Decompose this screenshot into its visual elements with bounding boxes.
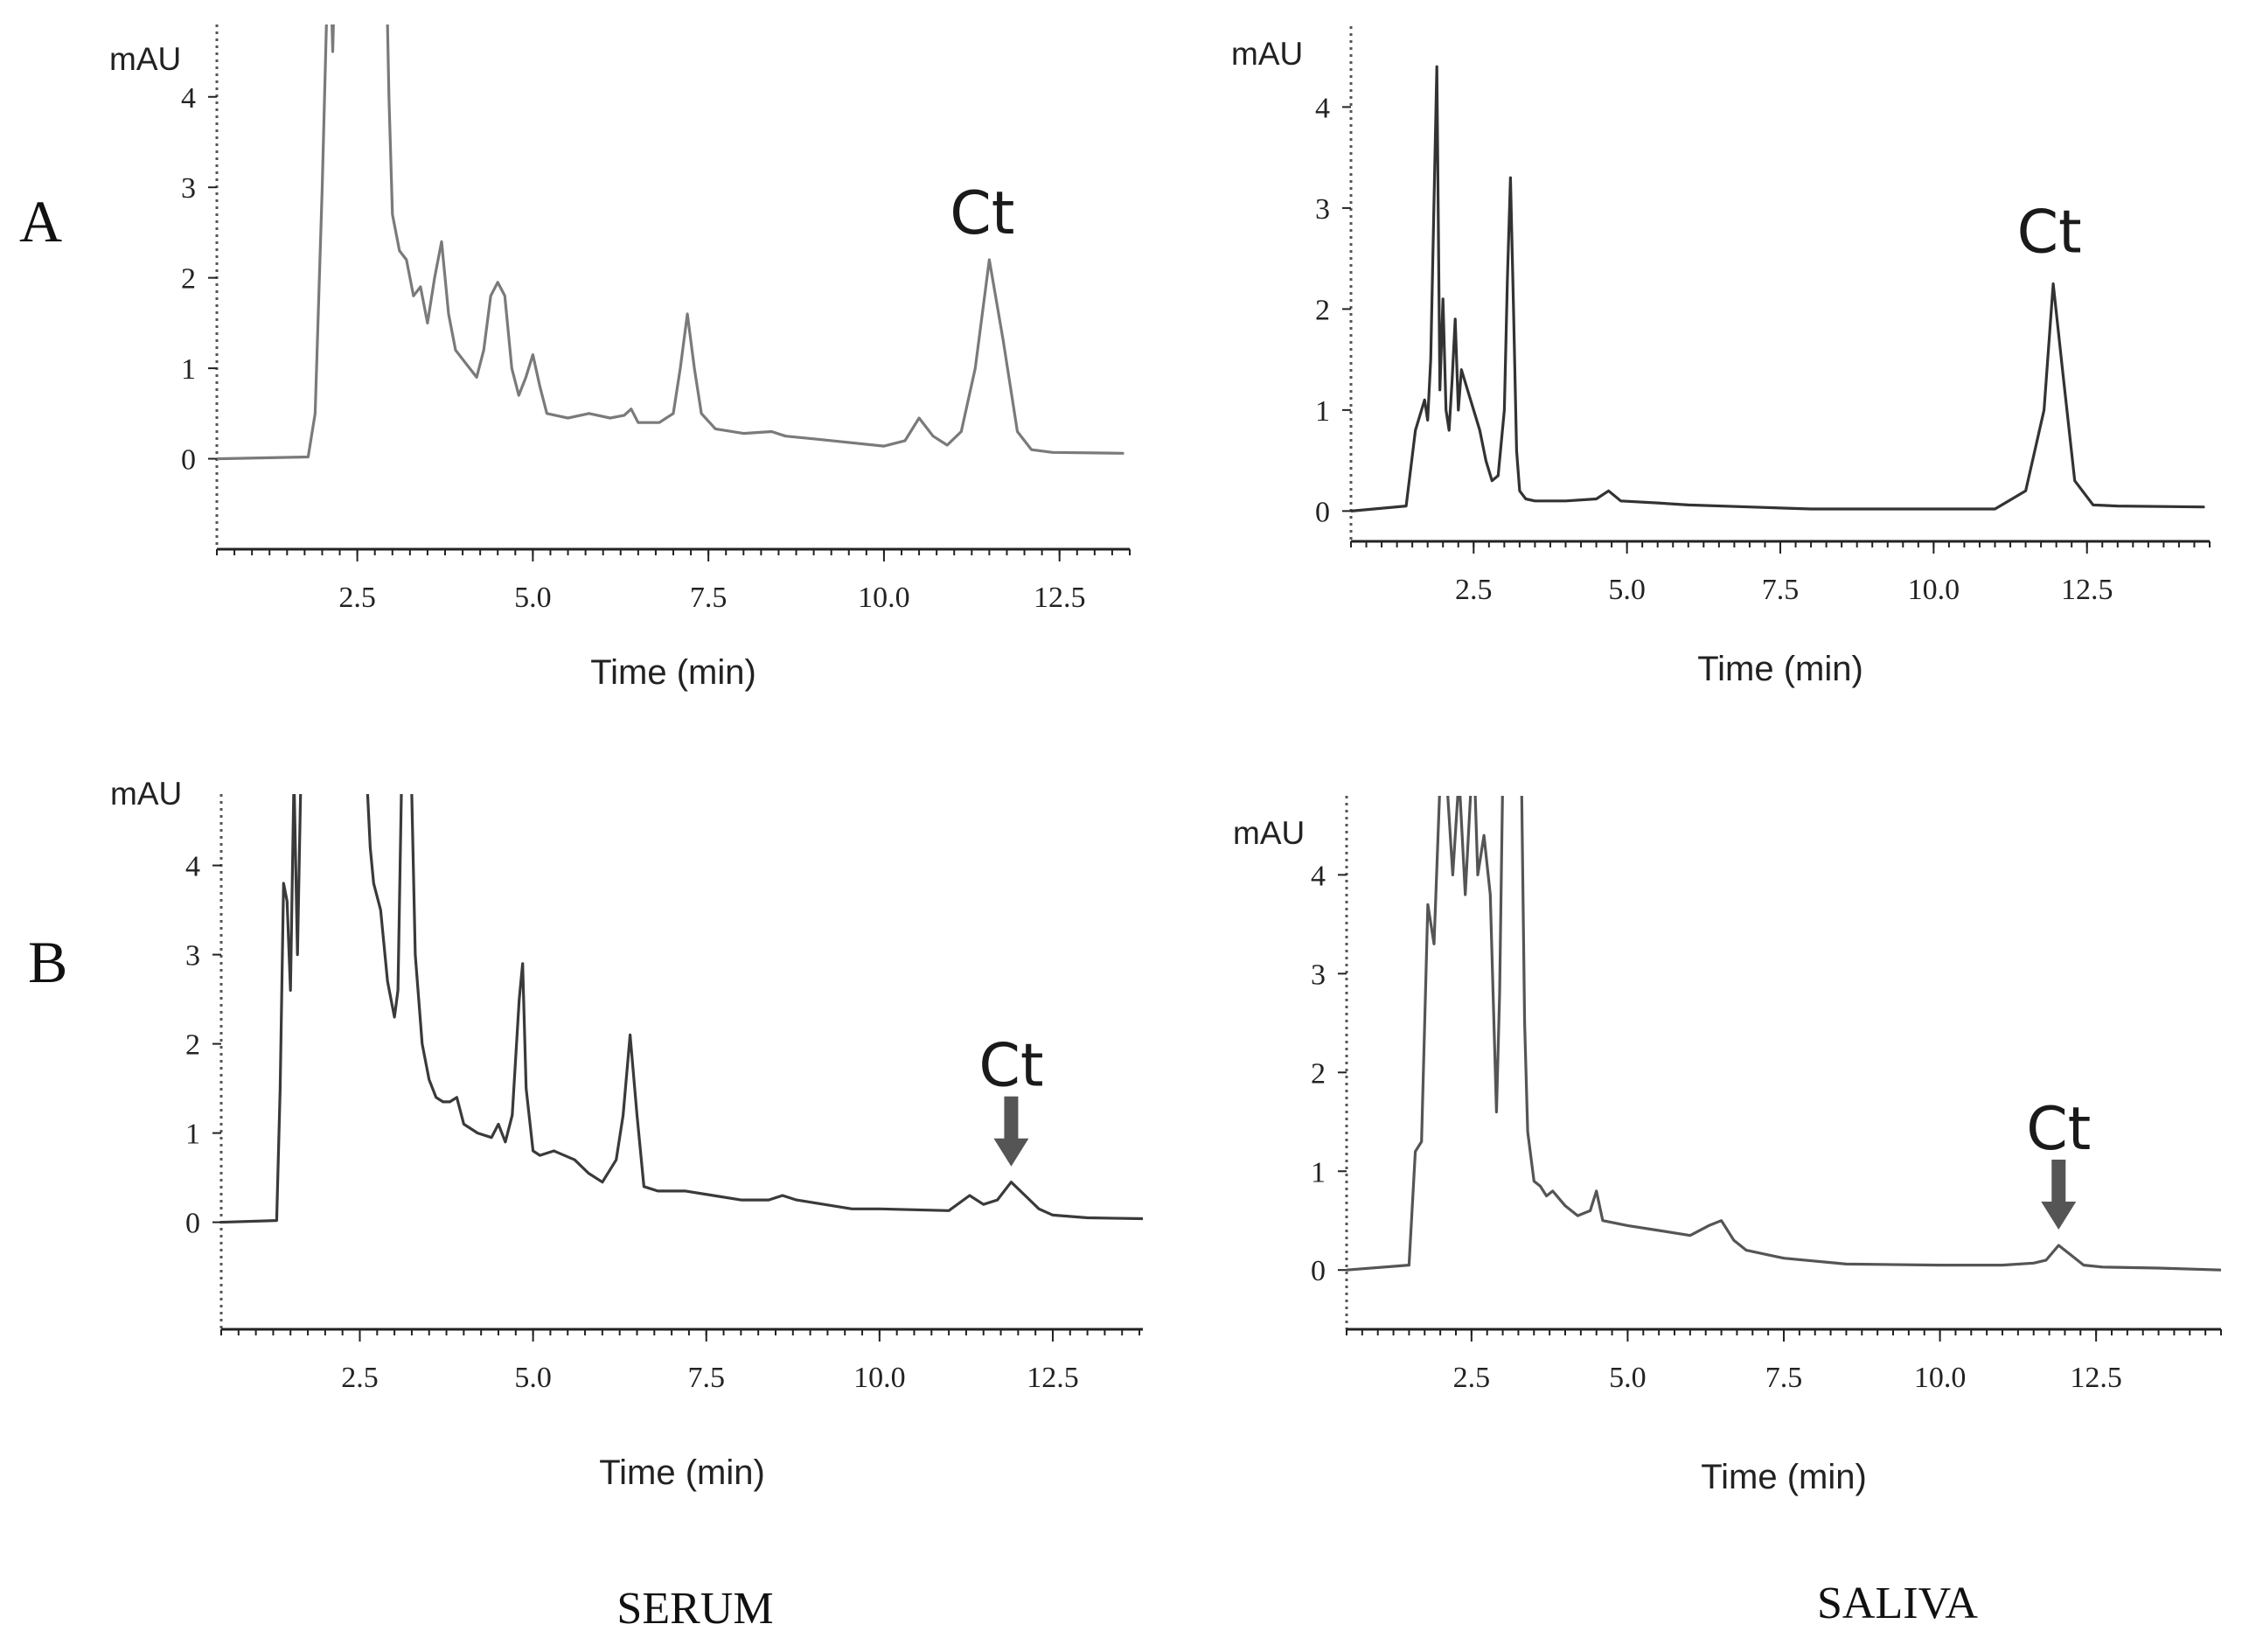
y-tick-label: 1 xyxy=(181,353,196,386)
x-tick-label: 7.5 xyxy=(1765,1362,1803,1394)
x-tick-label: 12.5 xyxy=(1027,1362,1079,1394)
y-tick-label: 2 xyxy=(181,263,196,296)
y-tick-label: 1 xyxy=(1315,395,1330,428)
row-label-b: B xyxy=(28,929,67,995)
y-tick-label: 3 xyxy=(181,172,196,205)
y-tick-label: 2 xyxy=(1311,1057,1326,1090)
y-tick-label: 1 xyxy=(185,1119,200,1151)
ct-arrow-head xyxy=(2041,1201,2077,1230)
x-tick-label: 2.5 xyxy=(338,582,376,614)
y-unit-label: mAU xyxy=(110,776,182,812)
x-tick-label: 10.0 xyxy=(1908,574,1960,606)
x-tick-label: 2.5 xyxy=(1455,574,1493,606)
y-tick-label: 0 xyxy=(181,444,196,477)
x-axis-label: Time (min) xyxy=(1697,650,1863,688)
x-tick-label: 7.5 xyxy=(687,1362,725,1394)
x-axis-label: Time (min) xyxy=(1701,1458,1867,1496)
y-tick-label: 0 xyxy=(1315,496,1330,528)
y-unit-label: mAU xyxy=(1233,815,1305,851)
x-tick-label: 12.5 xyxy=(2070,1362,2122,1394)
ct-peak-label: Ct xyxy=(978,1032,1043,1101)
x-tick-label: 10.0 xyxy=(858,582,910,614)
x-tick-label: 10.0 xyxy=(1914,1362,1967,1394)
ct-peak-label: Ct xyxy=(2017,199,2082,268)
ct-arrow-head xyxy=(993,1138,1029,1167)
ct-arrow xyxy=(993,1096,1029,1167)
y-unit-label: mAU xyxy=(1231,36,1303,72)
x-axis-label: Time (min) xyxy=(599,1453,765,1492)
x-tick-label: 7.5 xyxy=(690,582,728,614)
y-tick-label: 4 xyxy=(181,82,196,115)
y-tick-label: 3 xyxy=(1315,193,1330,226)
chromatogram-trace xyxy=(1347,796,2221,1272)
y-tick-label: 0 xyxy=(185,1208,200,1240)
x-tick-label: 5.0 xyxy=(1609,1362,1647,1394)
y-tick-label: 2 xyxy=(185,1029,200,1062)
x-tick-label: 12.5 xyxy=(1034,582,1086,614)
y-tick-label: 4 xyxy=(1315,92,1330,124)
chart-panel-a-saliva: 2.5 5.0 7.5 10.0 12.5 0 1 2 3 4 mAU Time (min) Ct xyxy=(1231,26,2211,688)
x-tick-label: 7.5 xyxy=(1762,574,1800,606)
chromatogram-trace xyxy=(217,24,1124,461)
x-tick-label: 2.5 xyxy=(341,1362,379,1394)
row-label-a: A xyxy=(19,188,62,254)
x-axis-label: Time (min) xyxy=(590,653,756,692)
y-tick-label: 3 xyxy=(185,940,200,972)
x-tick-label: 5.0 xyxy=(514,582,552,614)
x-tick-label: 12.5 xyxy=(2061,574,2113,606)
ct-arrow xyxy=(2041,1159,2077,1230)
ct-peak-label: Ct xyxy=(950,179,1014,248)
y-tick-label: 3 xyxy=(1311,958,1326,991)
ct-arrow-shaft xyxy=(2051,1159,2066,1205)
y-tick-label: 4 xyxy=(1311,860,1326,892)
column-label-serum: SERUM xyxy=(616,1584,773,1634)
x-tick-label: 5.0 xyxy=(514,1362,552,1394)
y-unit-label: mAU xyxy=(109,41,181,77)
chromatogram-trace xyxy=(1351,65,2205,513)
x-tick-label: 2.5 xyxy=(1453,1362,1491,1394)
x-tick-label: 5.0 xyxy=(1608,574,1646,606)
y-tick-label: 4 xyxy=(185,851,200,883)
ct-arrow-shaft xyxy=(1004,1096,1019,1142)
x-tick-label: 10.0 xyxy=(853,1362,906,1394)
y-tick-label: 0 xyxy=(1311,1255,1326,1287)
column-label-saliva: SALIVA xyxy=(1817,1579,1978,1628)
y-tick-label: 1 xyxy=(1311,1156,1326,1188)
chart-panel-b-serum: 2.5 5.0 7.5 10.0 12.5 0 1 2 3 4 mAU Time (min) Ct xyxy=(110,776,1143,1492)
y-tick-label: 2 xyxy=(1315,294,1330,326)
chromatogram-trace xyxy=(221,794,1143,1224)
ct-peak-label: Ct xyxy=(2026,1095,2091,1164)
